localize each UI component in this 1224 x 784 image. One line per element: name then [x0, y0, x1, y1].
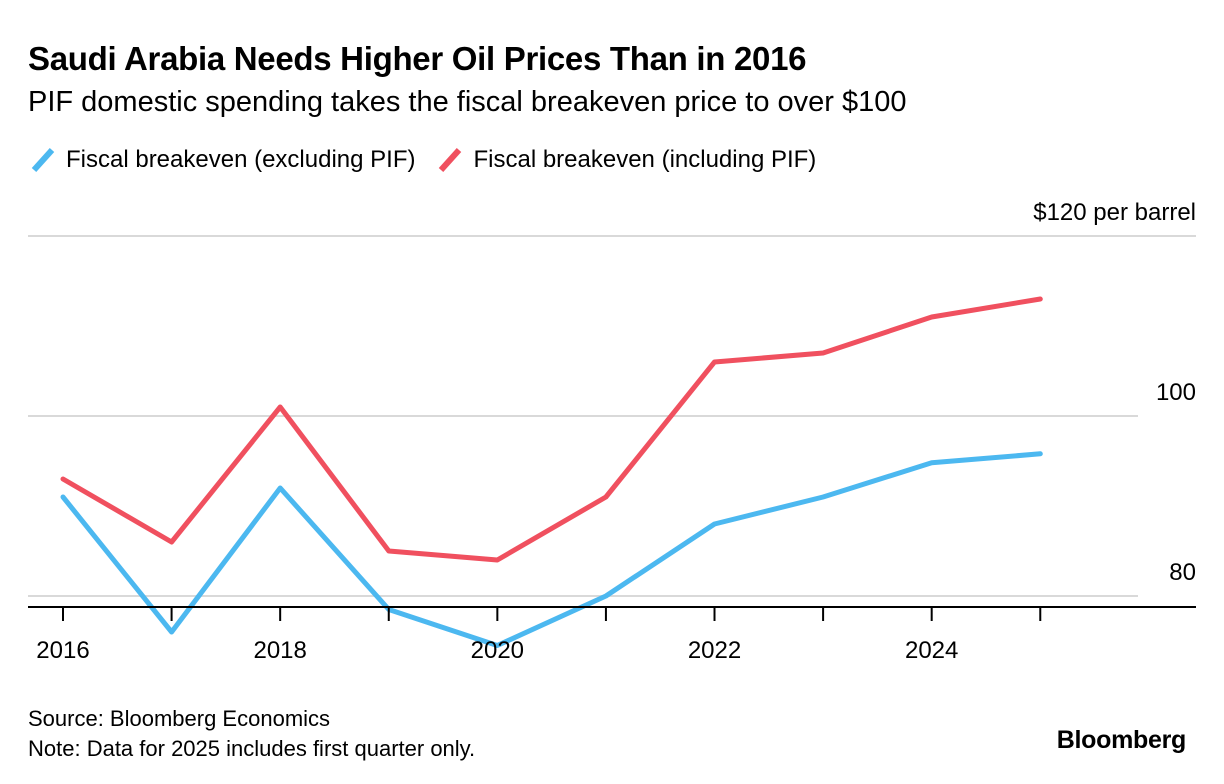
- x-tick-label: 2020: [471, 637, 524, 664]
- x-tick-label: 2016: [36, 637, 89, 664]
- bloomberg-logo: Bloomberg: [1056, 726, 1187, 754]
- chart-subtitle: PIF domestic spending takes the fiscal b…: [28, 86, 907, 118]
- source-text: Source: Bloomberg Economics: [28, 706, 331, 731]
- x-tick-label: 2022: [688, 637, 741, 664]
- y-tick-label: 100: [1156, 379, 1196, 406]
- chart-title: Saudi Arabia Needs Higher Oil Prices Tha…: [28, 40, 807, 77]
- series-line-1: [60, 296, 1043, 563]
- legend-item-including: Fiscal breakeven (including PIF): [437, 146, 816, 174]
- series-lines: [60, 296, 1043, 648]
- legend: Fiscal breakeven (excluding PIF) Fiscal …: [30, 146, 838, 174]
- source-note: Source: Bloomberg Economics Note: Data f…: [28, 704, 475, 764]
- series-line-0: [60, 451, 1043, 648]
- x-axis: 2016 2018 2020 2022 2024: [28, 606, 1196, 664]
- note-text: Note: Data for 2025 includes first quart…: [28, 736, 476, 761]
- x-tick-label: 2018: [253, 637, 306, 664]
- legend-item-excluding: Fiscal breakeven (excluding PIF): [30, 146, 415, 174]
- y-tick-label: 80: [1169, 559, 1196, 586]
- y-tick-label: $120 per barrel: [1033, 199, 1196, 226]
- grid-lines: 80 100 $120 per barrel: [28, 199, 1196, 597]
- legend-label-excluding: Fiscal breakeven (excluding PIF): [66, 146, 416, 173]
- x-tick-label: 2024: [905, 637, 958, 664]
- legend-swatch-excluding: [31, 147, 55, 173]
- legend-label-including: Fiscal breakeven (including PIF): [473, 146, 817, 173]
- legend-swatch-including: [439, 147, 462, 173]
